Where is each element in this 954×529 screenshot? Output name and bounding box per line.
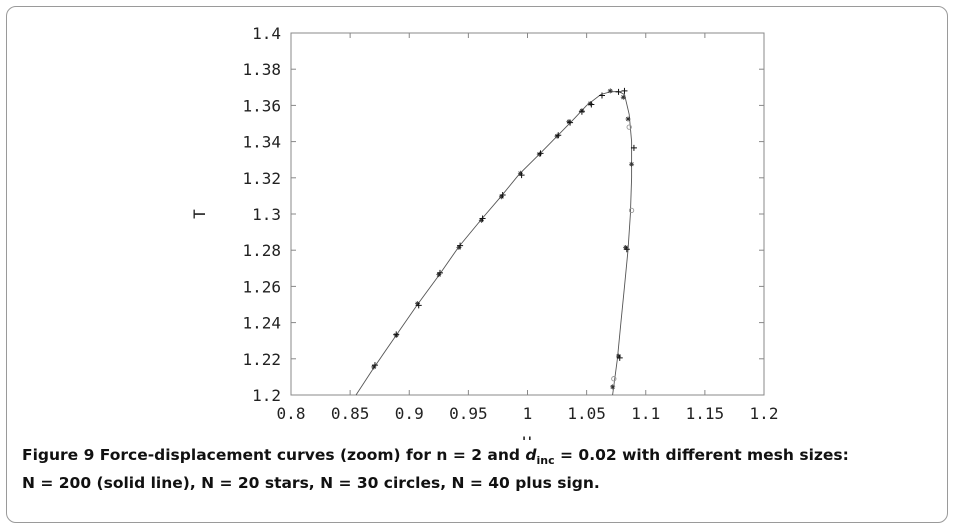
- marker-circle-0: [626, 124, 632, 130]
- caption-prefix: Figure 9 Force-displacement curves (zoom…: [22, 446, 526, 464]
- x-tick-label-7: 1.15: [686, 404, 725, 423]
- marker-star-18: [616, 353, 622, 359]
- y-tick-label-0: 1.2: [252, 386, 281, 405]
- y-tick-label-10: 1.4: [252, 24, 281, 43]
- marker-star-8: [536, 151, 542, 157]
- marker-star-14: [620, 94, 626, 100]
- y-axis-label: T: [190, 209, 209, 219]
- marker-plus-15: [621, 87, 628, 94]
- plot-area: [290, 32, 765, 396]
- marker-star-7: [517, 170, 523, 176]
- marker-plus-1: [393, 331, 400, 338]
- caption-d-symbol: d: [525, 446, 537, 464]
- series-line-n200: [355, 91, 633, 396]
- y-tick-label-2: 1.24: [242, 314, 281, 333]
- marker-plus-3: [436, 269, 443, 276]
- marker-star-10: [566, 119, 572, 125]
- y-tick-label-4: 1.28: [242, 241, 281, 260]
- y-tick-label-1: 1.22: [242, 350, 281, 369]
- y-tick-label-8: 1.36: [242, 96, 281, 115]
- figure-frame: [6, 6, 948, 523]
- marker-plus-7: [518, 172, 525, 179]
- marker-plus-6: [499, 191, 506, 198]
- marker-circle-1: [628, 207, 635, 214]
- marker-star-3: [436, 272, 442, 278]
- tick-marks: [290, 32, 765, 396]
- marker-plus-17: [623, 246, 630, 253]
- marker-plus-11: [578, 108, 585, 115]
- x-tick-label-4: 1: [523, 404, 533, 423]
- marker-star-12: [587, 101, 593, 107]
- x-tick-label-1: 0.85: [331, 404, 370, 423]
- marker-star-15: [625, 116, 631, 122]
- marker-star-5: [478, 217, 484, 223]
- x-tick-label-5: 1.05: [567, 404, 606, 423]
- marker-star-9: [554, 133, 560, 139]
- marker-star-2: [415, 301, 421, 307]
- marker-plus-4: [457, 242, 464, 249]
- x-tick-label-0: 0.8: [277, 404, 306, 423]
- figure-caption: Figure 9 Force-displacement curves (zoom…: [22, 444, 922, 495]
- x-tick-label-8: 1.2: [750, 404, 779, 423]
- marker-plus-0: [371, 362, 378, 369]
- chart: 0.8 0.85 0.9 0.95 1 1.05 1.1 1.15 1.2 1.2 1.22 1.24…: [190, 24, 778, 440]
- marker-star-17: [623, 244, 629, 250]
- y-tick-label-3: 1.26: [242, 277, 281, 296]
- marker-plus-8: [537, 150, 544, 157]
- marker-plus-18: [616, 354, 623, 361]
- tick-labels: 0.8 0.85 0.9 0.95 1 1.05 1.1 1.15 1.2 1.2 1.22 1.24…: [242, 24, 778, 423]
- marker-star-19: [610, 384, 616, 390]
- caption-d-subscript: inc: [536, 454, 555, 468]
- marker-star-4: [456, 244, 462, 250]
- x-tick-label-2: 0.9: [395, 404, 424, 423]
- y-tick-label-9: 1.38: [242, 60, 281, 79]
- caption-line2: N = 200 (solid line), N = 20 stars, N = …: [22, 474, 600, 493]
- marker-plus-14: [615, 88, 622, 95]
- x-tick-label-6: 1.1: [631, 404, 660, 423]
- marker-star-6: [498, 194, 504, 200]
- marker-plus-12: [588, 101, 595, 108]
- marker-plus-9: [555, 132, 562, 139]
- marker-star-16: [629, 161, 635, 167]
- caption-suffix: = 0.02 with different mesh sizes:: [554, 446, 849, 464]
- marker-circle-2: [611, 376, 617, 382]
- series-markers: [371, 87, 637, 390]
- y-tick-label-6: 1.32: [242, 169, 281, 188]
- x-axis-label: U: [522, 433, 532, 440]
- marker-plus-16: [630, 144, 637, 151]
- marker-star-0: [371, 364, 377, 370]
- marker-plus-5: [479, 215, 486, 222]
- marker-plus-2: [415, 302, 422, 309]
- y-tick-label-5: 1.3: [252, 205, 281, 224]
- x-tick-label-3: 0.95: [449, 404, 488, 423]
- y-tick-label-7: 1.34: [242, 133, 281, 152]
- marker-plus-13: [598, 92, 605, 99]
- marker-star-13: [607, 88, 613, 94]
- marker-plus-10: [567, 119, 574, 126]
